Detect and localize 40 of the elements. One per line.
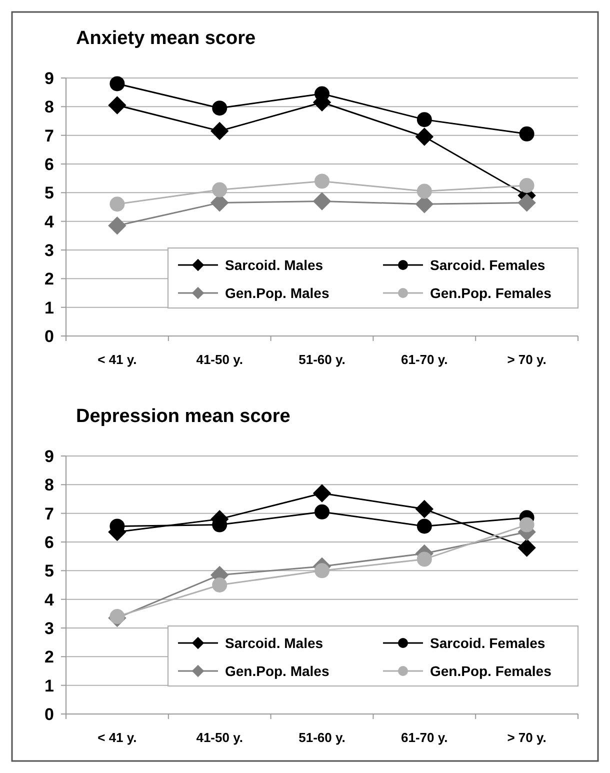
legend-label: Sarcoid. Females (430, 256, 546, 273)
legend-label: Gen.Pop. Males (225, 284, 330, 301)
y-tick-label: 4 (44, 590, 55, 610)
y-tick-label: 5 (44, 184, 54, 203)
legend-label: Gen.Pop. Females (430, 662, 552, 679)
y-tick-label: 8 (44, 98, 54, 117)
x-tick-label: 41-50 y. (196, 730, 243, 745)
y-tick-label: 3 (44, 618, 54, 638)
y-tick-label: 9 (44, 68, 54, 88)
y-tick-label: 0 (44, 326, 54, 346)
x-tick-label: 41-50 y. (196, 352, 243, 367)
x-tick-label: < 41 y. (98, 730, 137, 745)
x-tick-label: 51-60 y. (298, 352, 346, 367)
y-tick-label: 1 (44, 298, 54, 318)
legend-label: Sarcoid. Males (225, 634, 324, 651)
chart-title: Depression mean score (76, 406, 290, 427)
x-tick-label: 61-70 y. (401, 352, 448, 367)
y-tick-label: 9 (44, 446, 54, 466)
y-tick-label: 2 (44, 270, 54, 289)
y-tick-label: 0 (44, 704, 54, 724)
x-tick-label: 61-70 y. (401, 730, 448, 745)
y-tick-label: 5 (44, 562, 54, 581)
y-tick-label: 3 (44, 240, 54, 260)
legend-label: Sarcoid. Males (225, 256, 324, 273)
x-tick-label: > 70 y. (507, 352, 546, 367)
y-tick-label: 2 (44, 648, 54, 667)
y-tick-label: 8 (44, 476, 54, 495)
x-tick-label: 51-60 y. (298, 730, 346, 745)
legend-label: Gen.Pop. Males (225, 662, 330, 679)
chart-title: Anxiety mean score (76, 28, 256, 49)
y-tick-label: 6 (44, 154, 54, 174)
x-tick-label: > 70 y. (507, 730, 546, 745)
y-tick-label: 4 (44, 212, 55, 232)
y-tick-label: 7 (44, 504, 54, 524)
legend-label: Gen.Pop. Females (430, 284, 552, 301)
y-tick-label: 1 (44, 676, 54, 696)
legend-label: Sarcoid. Females (430, 634, 546, 651)
y-tick-label: 6 (44, 532, 54, 552)
x-tick-label: < 41 y. (98, 352, 137, 367)
y-tick-label: 7 (44, 126, 54, 146)
